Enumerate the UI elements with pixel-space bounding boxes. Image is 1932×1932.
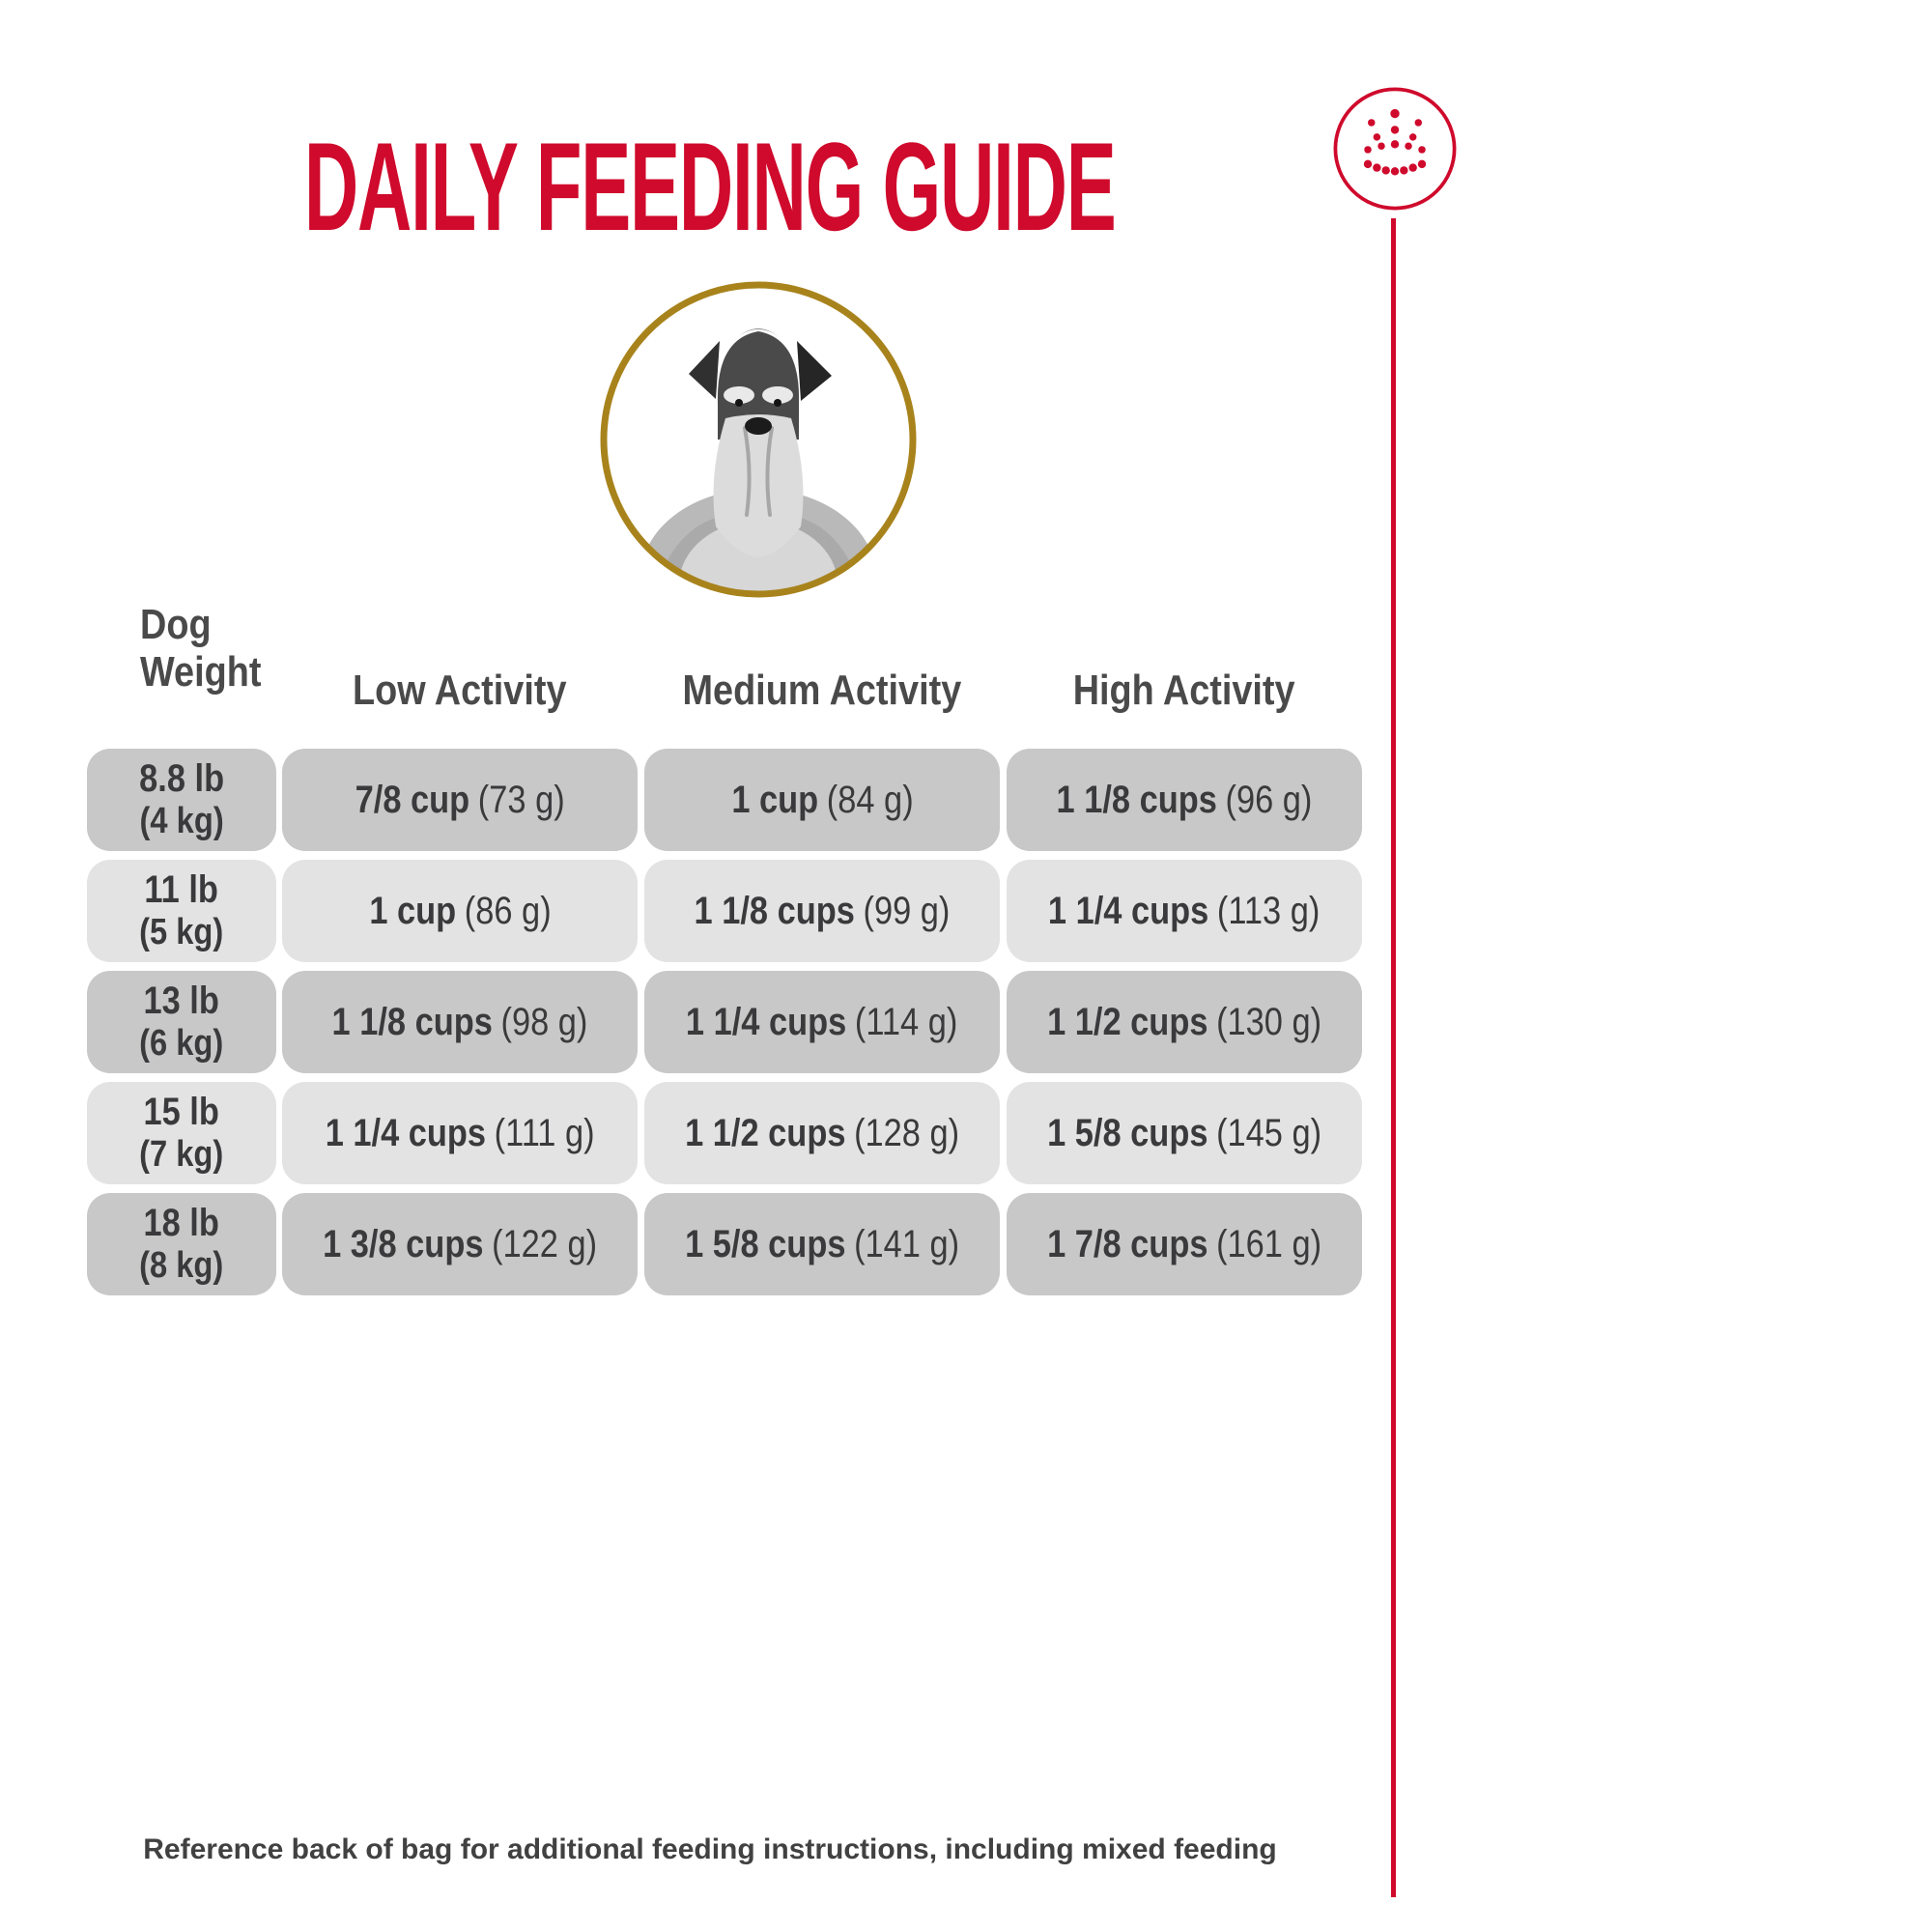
weight-cell: 11 lb (5 kg) bbox=[87, 860, 276, 962]
weight-kg: (7 kg) bbox=[139, 1134, 224, 1176]
column-header-dog-weight-line2: Weight bbox=[140, 648, 262, 696]
amount-cell-medium: 1 5/8 cups (141 g) bbox=[644, 1193, 1000, 1295]
column-header-medium-activity: Medium Activity bbox=[682, 667, 962, 714]
weight-kg: (6 kg) bbox=[139, 1023, 224, 1065]
amount-cell-low: 7/8 cup (73 g) bbox=[282, 749, 638, 851]
amount-cell-high: 1 1/2 cups (130 g) bbox=[1007, 971, 1362, 1073]
weight-kg: (5 kg) bbox=[139, 912, 224, 953]
amount-cell-medium: 1 1/2 cups (128 g) bbox=[644, 1082, 1000, 1184]
weight-cell: 18 lb (8 kg) bbox=[87, 1193, 276, 1295]
amount-cell-medium: 1 1/8 cups (99 g) bbox=[644, 860, 1000, 962]
amount-cell-high: 1 1/8 cups (96 g) bbox=[1007, 749, 1362, 851]
amount-cell-low: 1 1/8 cups (98 g) bbox=[282, 971, 638, 1073]
weight-cell: 15 lb (7 kg) bbox=[87, 1082, 276, 1184]
amount-cell-medium: 1 1/4 cups (114 g) bbox=[644, 971, 1000, 1073]
footer-note: Reference back of bag for additional fee… bbox=[143, 1833, 1277, 1865]
column-header-high-activity: High Activity bbox=[1073, 667, 1295, 714]
column-header-low-activity: Low Activity bbox=[353, 667, 567, 714]
miniature-schnauzer-portrait bbox=[600, 281, 917, 598]
weight-cell: 13 lb (6 kg) bbox=[87, 971, 276, 1073]
amount-cell-high: 1 1/4 cups (113 g) bbox=[1007, 860, 1362, 962]
amount-cell-high: 1 7/8 cups (161 g) bbox=[1007, 1193, 1362, 1295]
amount-cell-medium: 1 cup (84 g) bbox=[644, 749, 1000, 851]
amount-cell-low: 1 cup (86 g) bbox=[282, 860, 638, 962]
weight-lb: 15 lb bbox=[143, 1091, 220, 1134]
column-header-dog-weight: Dog Weight bbox=[140, 601, 281, 696]
weight-cell: 8.8 lb (4 kg) bbox=[87, 749, 276, 851]
column-header-dog-weight-line1: Dog bbox=[140, 601, 212, 648]
amount-cell-low: 1 1/4 cups (111 g) bbox=[282, 1082, 638, 1184]
weight-lb: 13 lb bbox=[143, 980, 220, 1023]
page-title-wrap: DAILY FEEDING GUIDE bbox=[0, 124, 1420, 249]
amount-cell-high: 1 5/8 cups (145 g) bbox=[1007, 1082, 1362, 1184]
weight-kg: (8 kg) bbox=[139, 1245, 224, 1287]
weight-lb: 18 lb bbox=[143, 1202, 220, 1245]
amount-cell-low: 1 3/8 cups (122 g) bbox=[282, 1193, 638, 1295]
royal-canin-crown-icon bbox=[1333, 87, 1457, 211]
weight-lb: 11 lb bbox=[144, 868, 219, 912]
vertical-red-divider bbox=[1391, 218, 1396, 1897]
page-title: DAILY FEEDING GUIDE bbox=[304, 116, 1117, 257]
weight-lb: 8.8 lb bbox=[139, 757, 224, 801]
weight-kg: (4 kg) bbox=[139, 801, 224, 842]
